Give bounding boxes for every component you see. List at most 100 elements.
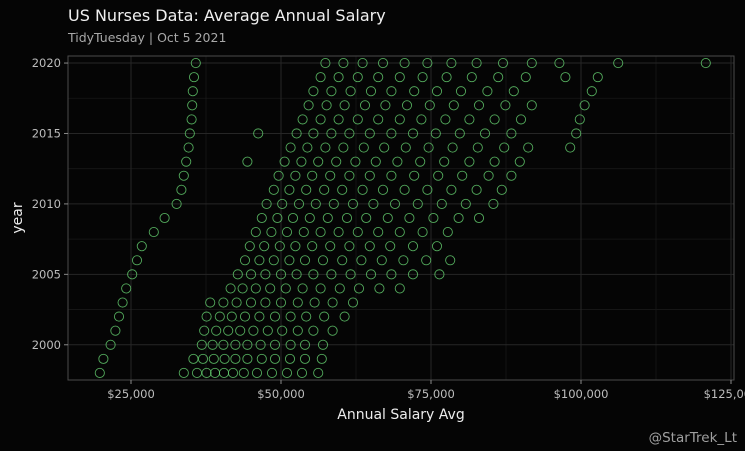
data-point xyxy=(454,128,465,139)
data-point xyxy=(442,227,453,238)
data-point xyxy=(341,212,353,224)
data-point xyxy=(299,339,311,350)
data-point xyxy=(386,170,397,181)
data-point xyxy=(285,339,296,350)
chart-subtitle: TidyTuesday | Oct 5 2021 xyxy=(67,30,226,45)
data-point xyxy=(274,241,285,252)
data-point xyxy=(514,156,525,167)
data-point xyxy=(255,339,266,350)
data-point xyxy=(315,227,326,238)
data-point xyxy=(205,297,216,308)
data-point xyxy=(394,114,405,125)
data-point xyxy=(488,198,499,209)
data-point xyxy=(489,156,500,167)
data-point xyxy=(359,100,371,111)
data-point xyxy=(239,311,251,322)
data-point xyxy=(272,212,283,224)
data-point xyxy=(357,184,368,195)
data-point xyxy=(187,100,198,111)
data-point xyxy=(298,227,309,238)
data-point xyxy=(197,353,209,364)
data-point xyxy=(445,255,456,266)
data-point xyxy=(417,72,428,83)
data-point xyxy=(506,170,517,181)
data-point xyxy=(523,142,534,153)
data-point xyxy=(464,114,475,125)
data-point xyxy=(401,100,413,111)
data-point xyxy=(321,100,332,111)
data-point xyxy=(190,57,201,69)
data-point xyxy=(466,72,477,83)
data-point xyxy=(515,114,527,125)
data-point xyxy=(301,184,312,195)
data-point xyxy=(352,72,363,83)
data-point xyxy=(230,339,241,350)
data-point xyxy=(382,212,393,224)
data-point xyxy=(242,156,253,167)
x-tick-label: $25,000 xyxy=(107,387,155,401)
data-point xyxy=(285,142,296,153)
data-point xyxy=(339,311,350,322)
data-point xyxy=(352,114,363,125)
data-point xyxy=(394,227,405,238)
data-point xyxy=(209,367,221,379)
data-point xyxy=(284,353,296,364)
data-point xyxy=(493,72,504,83)
data-point xyxy=(338,57,349,69)
data-point xyxy=(344,241,355,252)
data-point xyxy=(428,212,439,224)
data-point xyxy=(201,311,212,322)
data-point xyxy=(187,86,198,97)
data-point xyxy=(207,339,218,350)
data-point xyxy=(262,325,273,336)
data-point xyxy=(364,241,375,252)
data-point xyxy=(423,142,434,153)
data-point xyxy=(317,339,329,350)
data-point xyxy=(201,367,212,379)
data-point xyxy=(230,353,241,364)
data-point xyxy=(506,128,517,139)
data-point xyxy=(268,184,279,195)
data-point xyxy=(356,255,367,266)
data-point xyxy=(211,325,222,336)
data-point xyxy=(301,311,312,322)
x-tick-label: $100,000 xyxy=(554,387,609,401)
data-point xyxy=(218,367,230,379)
data-point xyxy=(313,367,324,379)
data-point xyxy=(317,255,329,266)
data-point xyxy=(320,142,331,153)
data-point xyxy=(434,269,445,280)
data-point xyxy=(365,86,377,97)
data-point xyxy=(284,184,295,195)
data-point xyxy=(409,170,420,181)
data-point xyxy=(365,269,377,280)
data-point xyxy=(377,57,389,69)
data-point xyxy=(440,114,451,125)
data-point xyxy=(319,184,330,195)
data-point xyxy=(223,325,234,336)
data-point xyxy=(471,57,482,69)
data-point xyxy=(338,142,349,153)
data-point xyxy=(293,198,305,209)
data-point xyxy=(554,57,565,69)
data-point xyxy=(131,255,143,266)
data-point xyxy=(379,142,390,153)
data-point xyxy=(364,170,375,181)
data-point xyxy=(407,269,419,280)
data-point xyxy=(339,100,350,111)
data-point xyxy=(327,325,338,336)
data-point xyxy=(245,269,257,280)
data-point xyxy=(394,72,405,83)
data-point xyxy=(326,86,337,97)
data-point xyxy=(260,297,271,308)
data-point xyxy=(269,339,281,350)
data-point xyxy=(280,283,291,294)
data-point xyxy=(586,86,597,97)
y-tick-label: 2020 xyxy=(32,56,61,70)
data-point xyxy=(315,114,326,125)
data-point xyxy=(308,128,319,139)
data-point xyxy=(392,156,403,167)
data-point xyxy=(373,72,384,83)
data-point xyxy=(191,367,203,379)
x-tick-label: $50,000 xyxy=(257,387,305,401)
